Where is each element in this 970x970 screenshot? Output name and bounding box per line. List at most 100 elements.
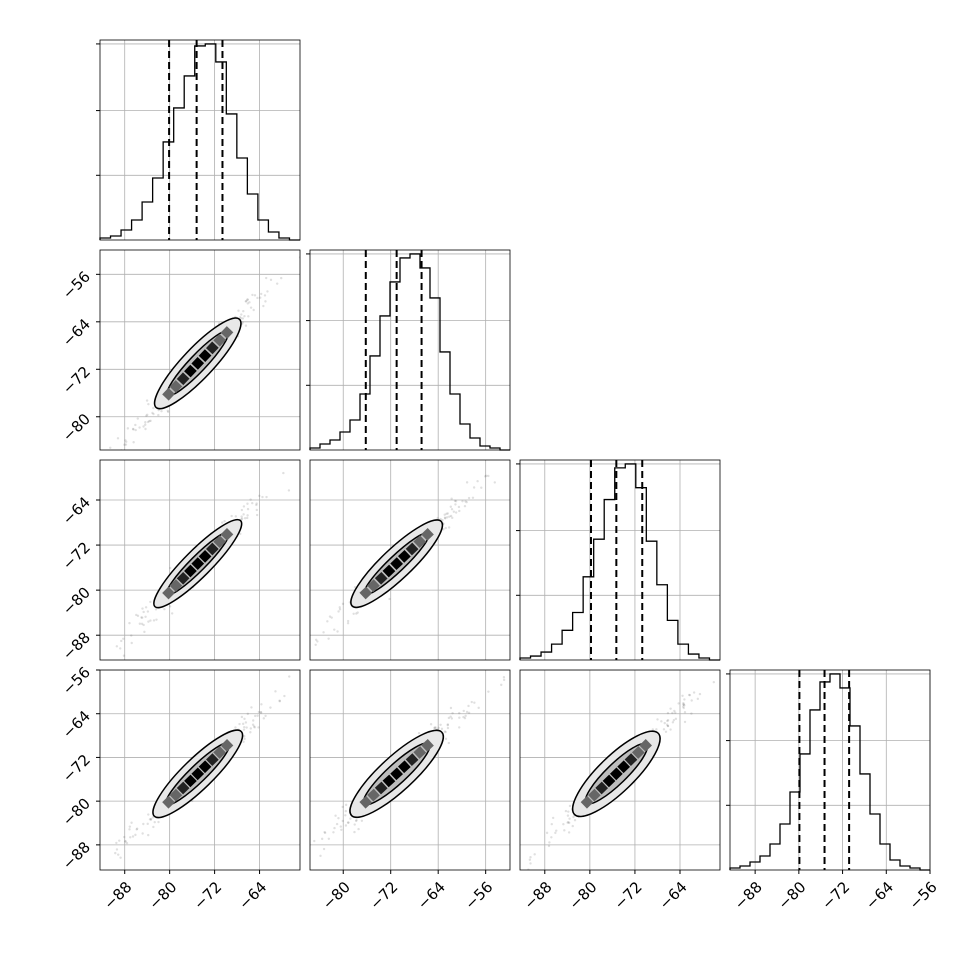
sample-point xyxy=(147,620,150,623)
sample-point xyxy=(662,728,666,731)
sample-point xyxy=(157,413,160,417)
sample-point xyxy=(262,304,265,308)
sample-point xyxy=(337,610,340,613)
sample-point xyxy=(119,856,122,859)
sample-point xyxy=(278,700,281,703)
sample-point xyxy=(149,817,153,821)
density-cell xyxy=(184,774,197,788)
sample-point xyxy=(243,725,246,729)
sample-point xyxy=(683,710,687,714)
sample-point xyxy=(454,503,457,506)
sample-point xyxy=(261,495,264,499)
sample-point xyxy=(453,499,457,503)
sample-point xyxy=(666,711,670,715)
sample-point xyxy=(529,855,532,859)
sample-point xyxy=(246,507,250,511)
x-tick-label: −80 xyxy=(774,878,809,913)
sample-point xyxy=(568,817,571,820)
sample-point xyxy=(444,517,447,520)
sample-point xyxy=(251,293,254,297)
sample-point xyxy=(550,836,553,839)
sample-point xyxy=(721,677,723,679)
sample-point xyxy=(458,726,461,729)
density-cell xyxy=(390,767,404,781)
density-cell xyxy=(588,788,601,802)
sample-point xyxy=(242,505,246,508)
sample-point xyxy=(254,714,257,718)
y-tick-label: −64 xyxy=(59,707,94,742)
sample-point xyxy=(275,282,279,285)
sample-point xyxy=(241,722,245,726)
sample-point xyxy=(323,830,326,834)
sample-point xyxy=(274,690,277,693)
sample-point xyxy=(142,623,145,627)
sample-point xyxy=(147,813,150,816)
sample-point xyxy=(314,638,318,641)
sample-point xyxy=(327,837,331,840)
sample-point xyxy=(288,675,291,678)
sample-point xyxy=(441,518,444,522)
sample-point xyxy=(263,294,267,297)
x-tick-label: −88 xyxy=(520,878,555,913)
sample-point xyxy=(444,737,448,741)
panel-frame xyxy=(729,669,931,871)
sample-point xyxy=(341,805,344,809)
sample-point xyxy=(463,504,467,508)
sample-point xyxy=(454,499,458,503)
sample-point xyxy=(572,815,575,819)
sample-point xyxy=(683,704,686,707)
sample-point xyxy=(140,616,144,619)
sample-point xyxy=(300,861,302,863)
sample-point xyxy=(349,817,352,820)
sample-point xyxy=(86,878,88,880)
scatter-panel-r3-c1 xyxy=(296,669,511,871)
sample-point xyxy=(132,441,135,444)
sample-point xyxy=(132,428,135,431)
density-cell xyxy=(220,739,234,752)
sample-point xyxy=(458,716,461,719)
sample-point xyxy=(692,691,696,694)
sample-point xyxy=(663,721,666,725)
density-cell xyxy=(176,372,190,386)
sample-point xyxy=(439,517,442,521)
density-cell xyxy=(374,781,388,795)
sample-point xyxy=(563,829,566,832)
sample-point xyxy=(682,703,685,706)
sample-point xyxy=(467,704,470,708)
sample-point xyxy=(568,804,572,808)
scatter-panel-r2-c1 xyxy=(309,459,511,661)
sample-point xyxy=(477,706,480,710)
sample-point xyxy=(240,715,244,719)
sample-point xyxy=(682,706,685,710)
sample-point xyxy=(296,868,298,870)
sample-point xyxy=(144,606,148,609)
x-tick-label: −80 xyxy=(565,878,600,913)
sample-point xyxy=(128,825,132,828)
sample-point xyxy=(566,821,569,824)
sample-point xyxy=(144,423,147,426)
sample-point xyxy=(135,828,138,831)
sample-point xyxy=(245,299,248,303)
sample-point xyxy=(260,703,263,706)
sample-point xyxy=(467,711,471,714)
sample-point xyxy=(452,510,456,513)
sample-point xyxy=(283,694,286,698)
sample-point xyxy=(356,611,359,614)
sample-point xyxy=(673,709,676,713)
sample-point xyxy=(255,503,258,507)
sample-point xyxy=(454,511,458,514)
sample-point xyxy=(480,486,483,489)
sample-point xyxy=(170,612,174,615)
sample-point xyxy=(131,427,135,431)
sample-point xyxy=(157,408,160,412)
sample-point xyxy=(656,718,659,721)
sample-point xyxy=(246,712,250,716)
sample-point xyxy=(429,723,433,726)
panel-frame xyxy=(519,669,721,871)
sample-point xyxy=(304,858,306,860)
sample-point xyxy=(355,819,358,822)
sample-point xyxy=(144,421,147,424)
sample-point xyxy=(465,500,468,504)
sample-point xyxy=(473,701,476,704)
